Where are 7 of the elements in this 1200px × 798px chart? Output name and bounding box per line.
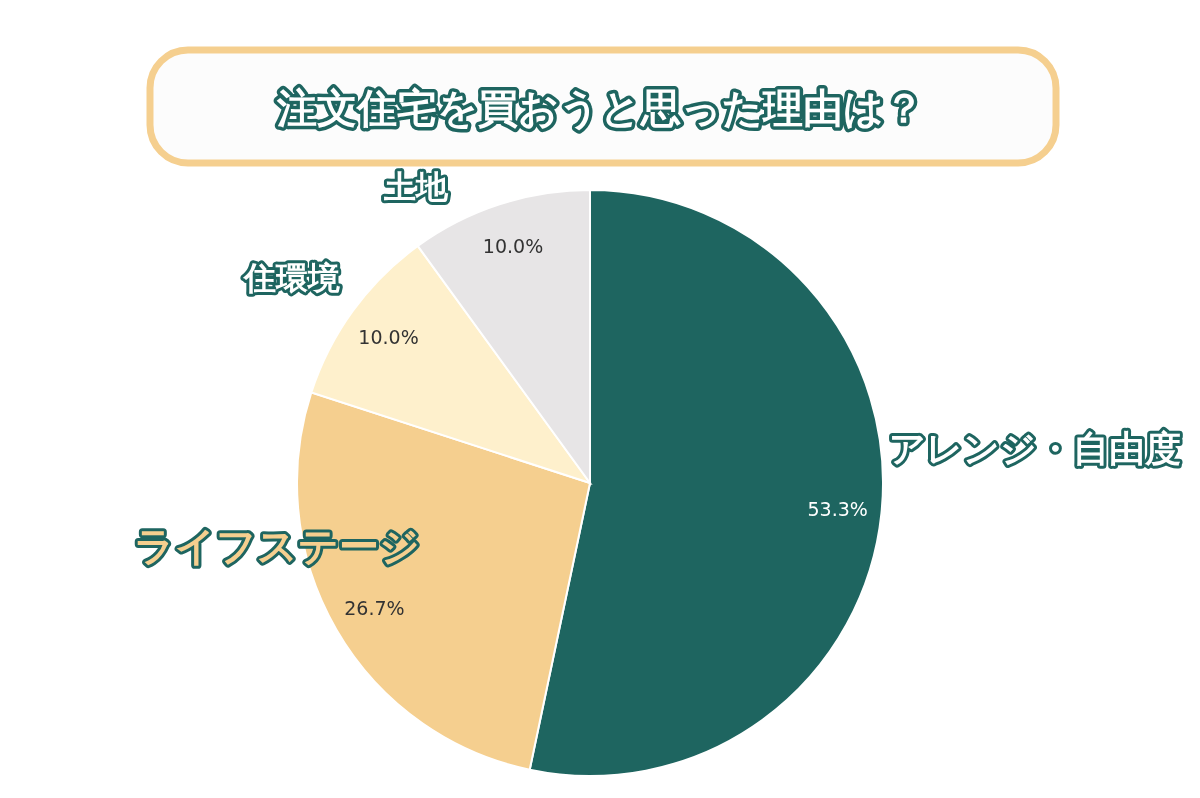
data-label: 53.3% bbox=[807, 497, 868, 520]
data-label: 26.7% bbox=[344, 596, 405, 619]
slice-label: ライフステージ bbox=[134, 522, 421, 569]
data-label: 10.0% bbox=[358, 325, 419, 348]
data-label: 10.0% bbox=[482, 235, 544, 258]
slice-label: 土地 bbox=[383, 168, 450, 207]
slice-label: アレンジ・自由度 bbox=[888, 427, 1181, 469]
